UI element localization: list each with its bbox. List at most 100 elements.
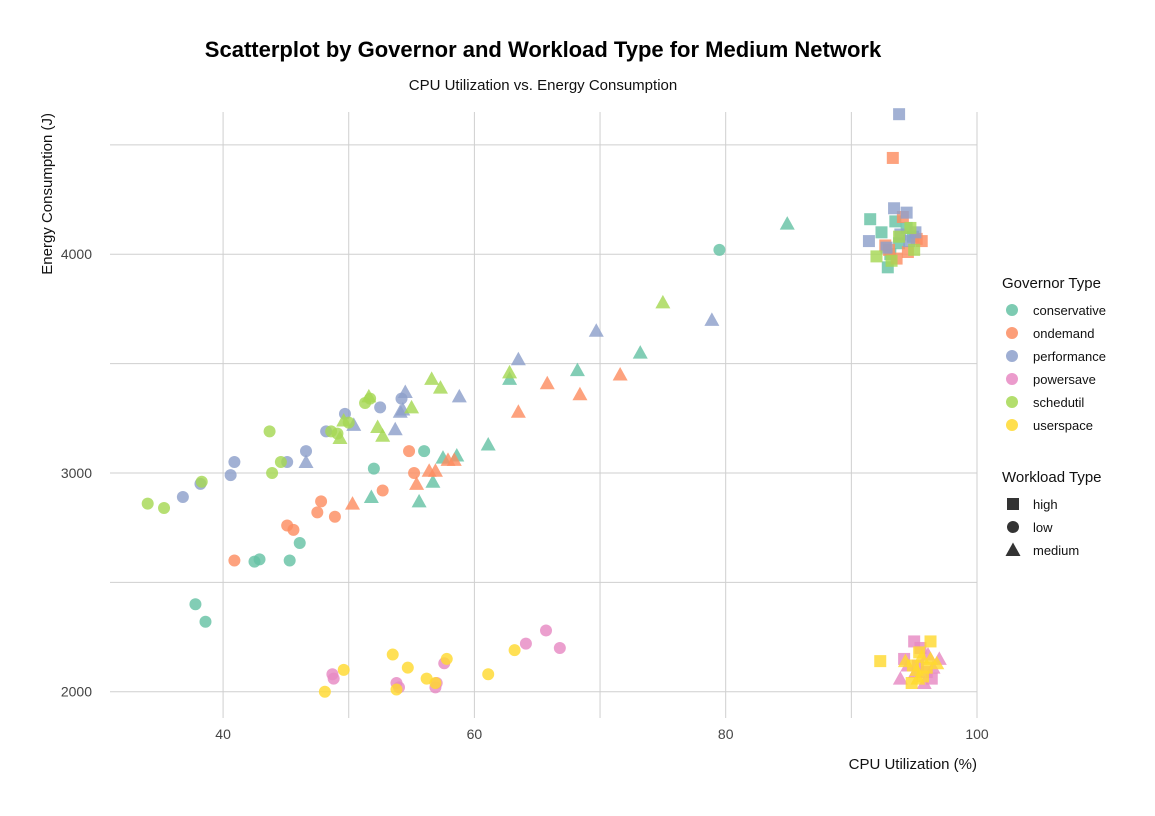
point-schedutil-medium bbox=[432, 380, 448, 394]
point-userspace-high bbox=[874, 655, 887, 668]
legend-label-performance: performance bbox=[1033, 349, 1106, 364]
point-conservative-high bbox=[864, 213, 877, 226]
point-schedutil-low bbox=[195, 475, 208, 488]
series-schedutil-medium bbox=[332, 294, 671, 444]
point-ondemand-low bbox=[328, 510, 341, 523]
point-ondemand-low bbox=[403, 445, 416, 458]
point-performance-high bbox=[900, 206, 913, 219]
color-legend-title: Governor Type bbox=[1002, 275, 1101, 292]
point-conservative-low bbox=[293, 536, 306, 549]
legend-label-powersave: powersave bbox=[1033, 372, 1096, 387]
point-conservative-low bbox=[418, 445, 431, 458]
ticks-layer: 40 60 80 100 2000 3000 4000 bbox=[61, 246, 989, 742]
series-conservative-medium bbox=[363, 216, 795, 508]
point-schedutil-low bbox=[274, 456, 287, 469]
point-performance-high bbox=[893, 108, 906, 121]
point-performance-medium bbox=[510, 351, 526, 366]
y-tick-label: 4000 bbox=[61, 246, 92, 262]
point-userspace-low bbox=[401, 661, 414, 674]
color-legend-items: conservative ondemand performance powersave… bbox=[1006, 303, 1106, 433]
y-axis-label: Energy Consumption (J) bbox=[39, 113, 56, 275]
point-performance-high bbox=[862, 235, 875, 248]
point-ondemand-medium bbox=[427, 463, 443, 477]
point-conservative-low bbox=[283, 554, 296, 567]
legend-label-medium: medium bbox=[1033, 543, 1079, 558]
point-ondemand-medium bbox=[572, 386, 588, 401]
point-userspace-low bbox=[386, 648, 399, 661]
point-schedutil-high bbox=[885, 254, 898, 267]
x-axis-label: CPU Utilization (%) bbox=[849, 756, 977, 773]
legend-label-high: high bbox=[1033, 497, 1058, 512]
x-tick-label: 80 bbox=[718, 726, 734, 742]
point-userspace-low bbox=[337, 663, 350, 676]
grid-layer bbox=[110, 112, 978, 718]
point-performance-low bbox=[176, 491, 189, 504]
point-userspace-high bbox=[924, 635, 937, 648]
series-performance-low bbox=[176, 392, 408, 504]
legend-shape-medium bbox=[1005, 542, 1021, 556]
point-userspace-high bbox=[905, 676, 918, 689]
point-userspace-medium bbox=[929, 655, 945, 670]
point-userspace-high bbox=[906, 659, 919, 672]
point-ondemand-low bbox=[376, 484, 389, 497]
points-layer bbox=[141, 108, 947, 698]
point-schedutil-medium bbox=[336, 412, 352, 427]
chart-title: Scatterplot by Governor and Workload Typ… bbox=[205, 37, 882, 62]
legend-swatch-ondemand bbox=[1006, 327, 1018, 339]
point-conservative-medium bbox=[425, 474, 441, 488]
legend-label-ondemand: ondemand bbox=[1033, 326, 1094, 341]
point-userspace-low bbox=[508, 644, 521, 657]
point-schedutil-medium bbox=[404, 399, 420, 414]
legend-swatch-conservative bbox=[1006, 304, 1018, 316]
point-ondemand-medium bbox=[510, 404, 526, 418]
point-schedutil-low bbox=[158, 501, 171, 514]
point-powersave-low bbox=[540, 624, 553, 637]
point-schedutil-low bbox=[141, 497, 154, 510]
legend-shape-high bbox=[1007, 498, 1019, 510]
chart-subtitle: CPU Utilization vs. Energy Consumption bbox=[409, 77, 677, 94]
series-schedutil-high bbox=[870, 221, 921, 267]
point-powersave-low bbox=[327, 672, 340, 685]
point-ondemand-medium bbox=[612, 367, 628, 381]
point-conservative-low bbox=[189, 598, 202, 611]
point-performance-medium bbox=[704, 312, 720, 326]
point-userspace-low bbox=[390, 683, 403, 696]
legend-swatch-userspace bbox=[1006, 419, 1018, 431]
point-performance-low bbox=[228, 456, 241, 469]
point-ondemand-medium bbox=[345, 496, 361, 510]
shape-legend-items: high low medium bbox=[1005, 497, 1079, 558]
series-userspace-high bbox=[874, 635, 937, 689]
point-conservative-low bbox=[367, 462, 380, 475]
point-ondemand-low bbox=[408, 466, 421, 479]
point-ondemand-low bbox=[228, 554, 241, 567]
series-ondemand-low bbox=[228, 445, 421, 567]
point-performance-high bbox=[880, 241, 893, 254]
point-schedutil-medium bbox=[655, 294, 671, 309]
point-powersave-low bbox=[519, 637, 532, 650]
point-performance-low bbox=[374, 401, 387, 414]
point-schedutil-high bbox=[893, 230, 906, 243]
legend-swatch-performance bbox=[1006, 350, 1018, 362]
point-ondemand-low bbox=[315, 495, 328, 508]
point-userspace-high bbox=[916, 670, 929, 683]
point-schedutil-low bbox=[266, 466, 279, 479]
point-userspace-low bbox=[429, 676, 442, 689]
point-performance-high bbox=[888, 202, 901, 215]
point-schedutil-high bbox=[908, 243, 921, 256]
point-conservative-high bbox=[875, 226, 888, 239]
point-ondemand-medium bbox=[446, 452, 462, 466]
legend-swatch-powersave bbox=[1006, 373, 1018, 385]
point-userspace-high bbox=[913, 646, 926, 659]
point-conservative-medium bbox=[411, 493, 427, 508]
legend: Governor Type conservative ondemand perfor… bbox=[1002, 275, 1106, 558]
legend-shape-low bbox=[1007, 521, 1019, 533]
point-ondemand-medium bbox=[409, 476, 425, 490]
point-schedutil-high bbox=[904, 221, 917, 234]
point-schedutil-medium bbox=[502, 364, 518, 379]
y-tick-label: 3000 bbox=[61, 465, 92, 481]
point-ondemand-low bbox=[311, 506, 324, 519]
point-performance-medium bbox=[451, 388, 467, 403]
point-schedutil-low bbox=[263, 425, 276, 438]
point-conservative-medium bbox=[480, 437, 496, 451]
